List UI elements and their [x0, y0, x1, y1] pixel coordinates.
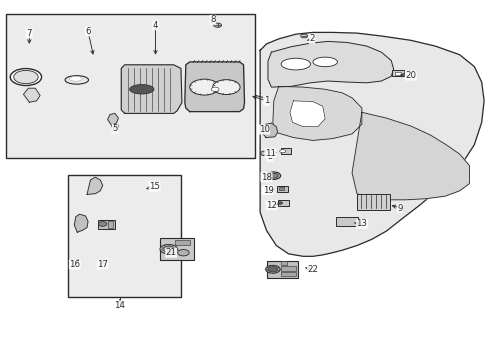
Polygon shape [351, 112, 468, 200]
Polygon shape [184, 62, 244, 112]
Text: 6: 6 [85, 27, 91, 36]
Ellipse shape [10, 68, 41, 86]
Text: 3: 3 [266, 152, 272, 161]
Ellipse shape [14, 71, 38, 84]
Text: 9: 9 [397, 204, 402, 212]
Text: 18: 18 [261, 173, 271, 181]
Bar [98, 220, 115, 229]
Bar [160, 238, 193, 260]
Ellipse shape [269, 173, 278, 178]
Polygon shape [263, 123, 277, 138]
Text: 12: 12 [265, 201, 276, 210]
Bar [281, 261, 286, 265]
Polygon shape [107, 113, 118, 125]
Text: 10: 10 [258, 125, 269, 134]
Bar [394, 72, 401, 75]
Bar [278, 187, 283, 190]
Text: 14: 14 [114, 301, 125, 310]
Text: 4: 4 [152, 21, 158, 30]
Ellipse shape [260, 151, 269, 156]
Text: 17: 17 [97, 260, 108, 269]
Ellipse shape [65, 76, 88, 84]
Ellipse shape [212, 80, 240, 95]
Text: 13: 13 [356, 219, 366, 228]
Bar [356, 194, 389, 210]
Ellipse shape [111, 124, 118, 128]
Ellipse shape [129, 85, 154, 94]
Bar [175, 240, 189, 245]
Bar [276, 186, 287, 192]
Bar [280, 148, 291, 154]
Text: 21: 21 [165, 248, 176, 257]
Ellipse shape [281, 58, 310, 70]
Ellipse shape [265, 265, 280, 273]
Polygon shape [260, 32, 483, 256]
Ellipse shape [267, 267, 277, 272]
Bar [281, 272, 295, 276]
Bar [266, 261, 298, 278]
Ellipse shape [213, 23, 221, 27]
Ellipse shape [279, 150, 285, 153]
Bar [107, 221, 113, 228]
Ellipse shape [277, 202, 282, 204]
Bar [336, 217, 358, 226]
Ellipse shape [189, 79, 219, 95]
Polygon shape [272, 86, 361, 140]
Bar [68, 175, 181, 297]
Ellipse shape [300, 34, 307, 38]
Ellipse shape [69, 76, 82, 81]
Bar [391, 70, 404, 76]
Ellipse shape [177, 249, 189, 256]
Text: 16: 16 [69, 260, 80, 269]
Text: 8: 8 [209, 15, 215, 24]
Text: 20: 20 [405, 71, 415, 80]
Ellipse shape [211, 87, 219, 91]
Text: 15: 15 [149, 182, 160, 191]
Ellipse shape [98, 221, 107, 226]
Polygon shape [74, 214, 88, 232]
Polygon shape [121, 65, 182, 113]
Text: 11: 11 [264, 149, 275, 158]
Polygon shape [289, 101, 325, 127]
Text: 22: 22 [307, 265, 318, 274]
Text: 19: 19 [262, 186, 273, 194]
Bar [277, 200, 288, 206]
Ellipse shape [312, 57, 337, 67]
Ellipse shape [266, 172, 280, 179]
Ellipse shape [160, 244, 177, 254]
Bar [281, 266, 295, 271]
Text: 1: 1 [263, 96, 269, 105]
Text: 7: 7 [26, 29, 32, 37]
Polygon shape [267, 41, 393, 87]
Ellipse shape [163, 246, 174, 252]
Text: 2: 2 [308, 34, 314, 43]
Polygon shape [87, 177, 102, 194]
Text: 5: 5 [112, 124, 118, 133]
Polygon shape [23, 88, 40, 102]
Bar [6, 14, 255, 158]
